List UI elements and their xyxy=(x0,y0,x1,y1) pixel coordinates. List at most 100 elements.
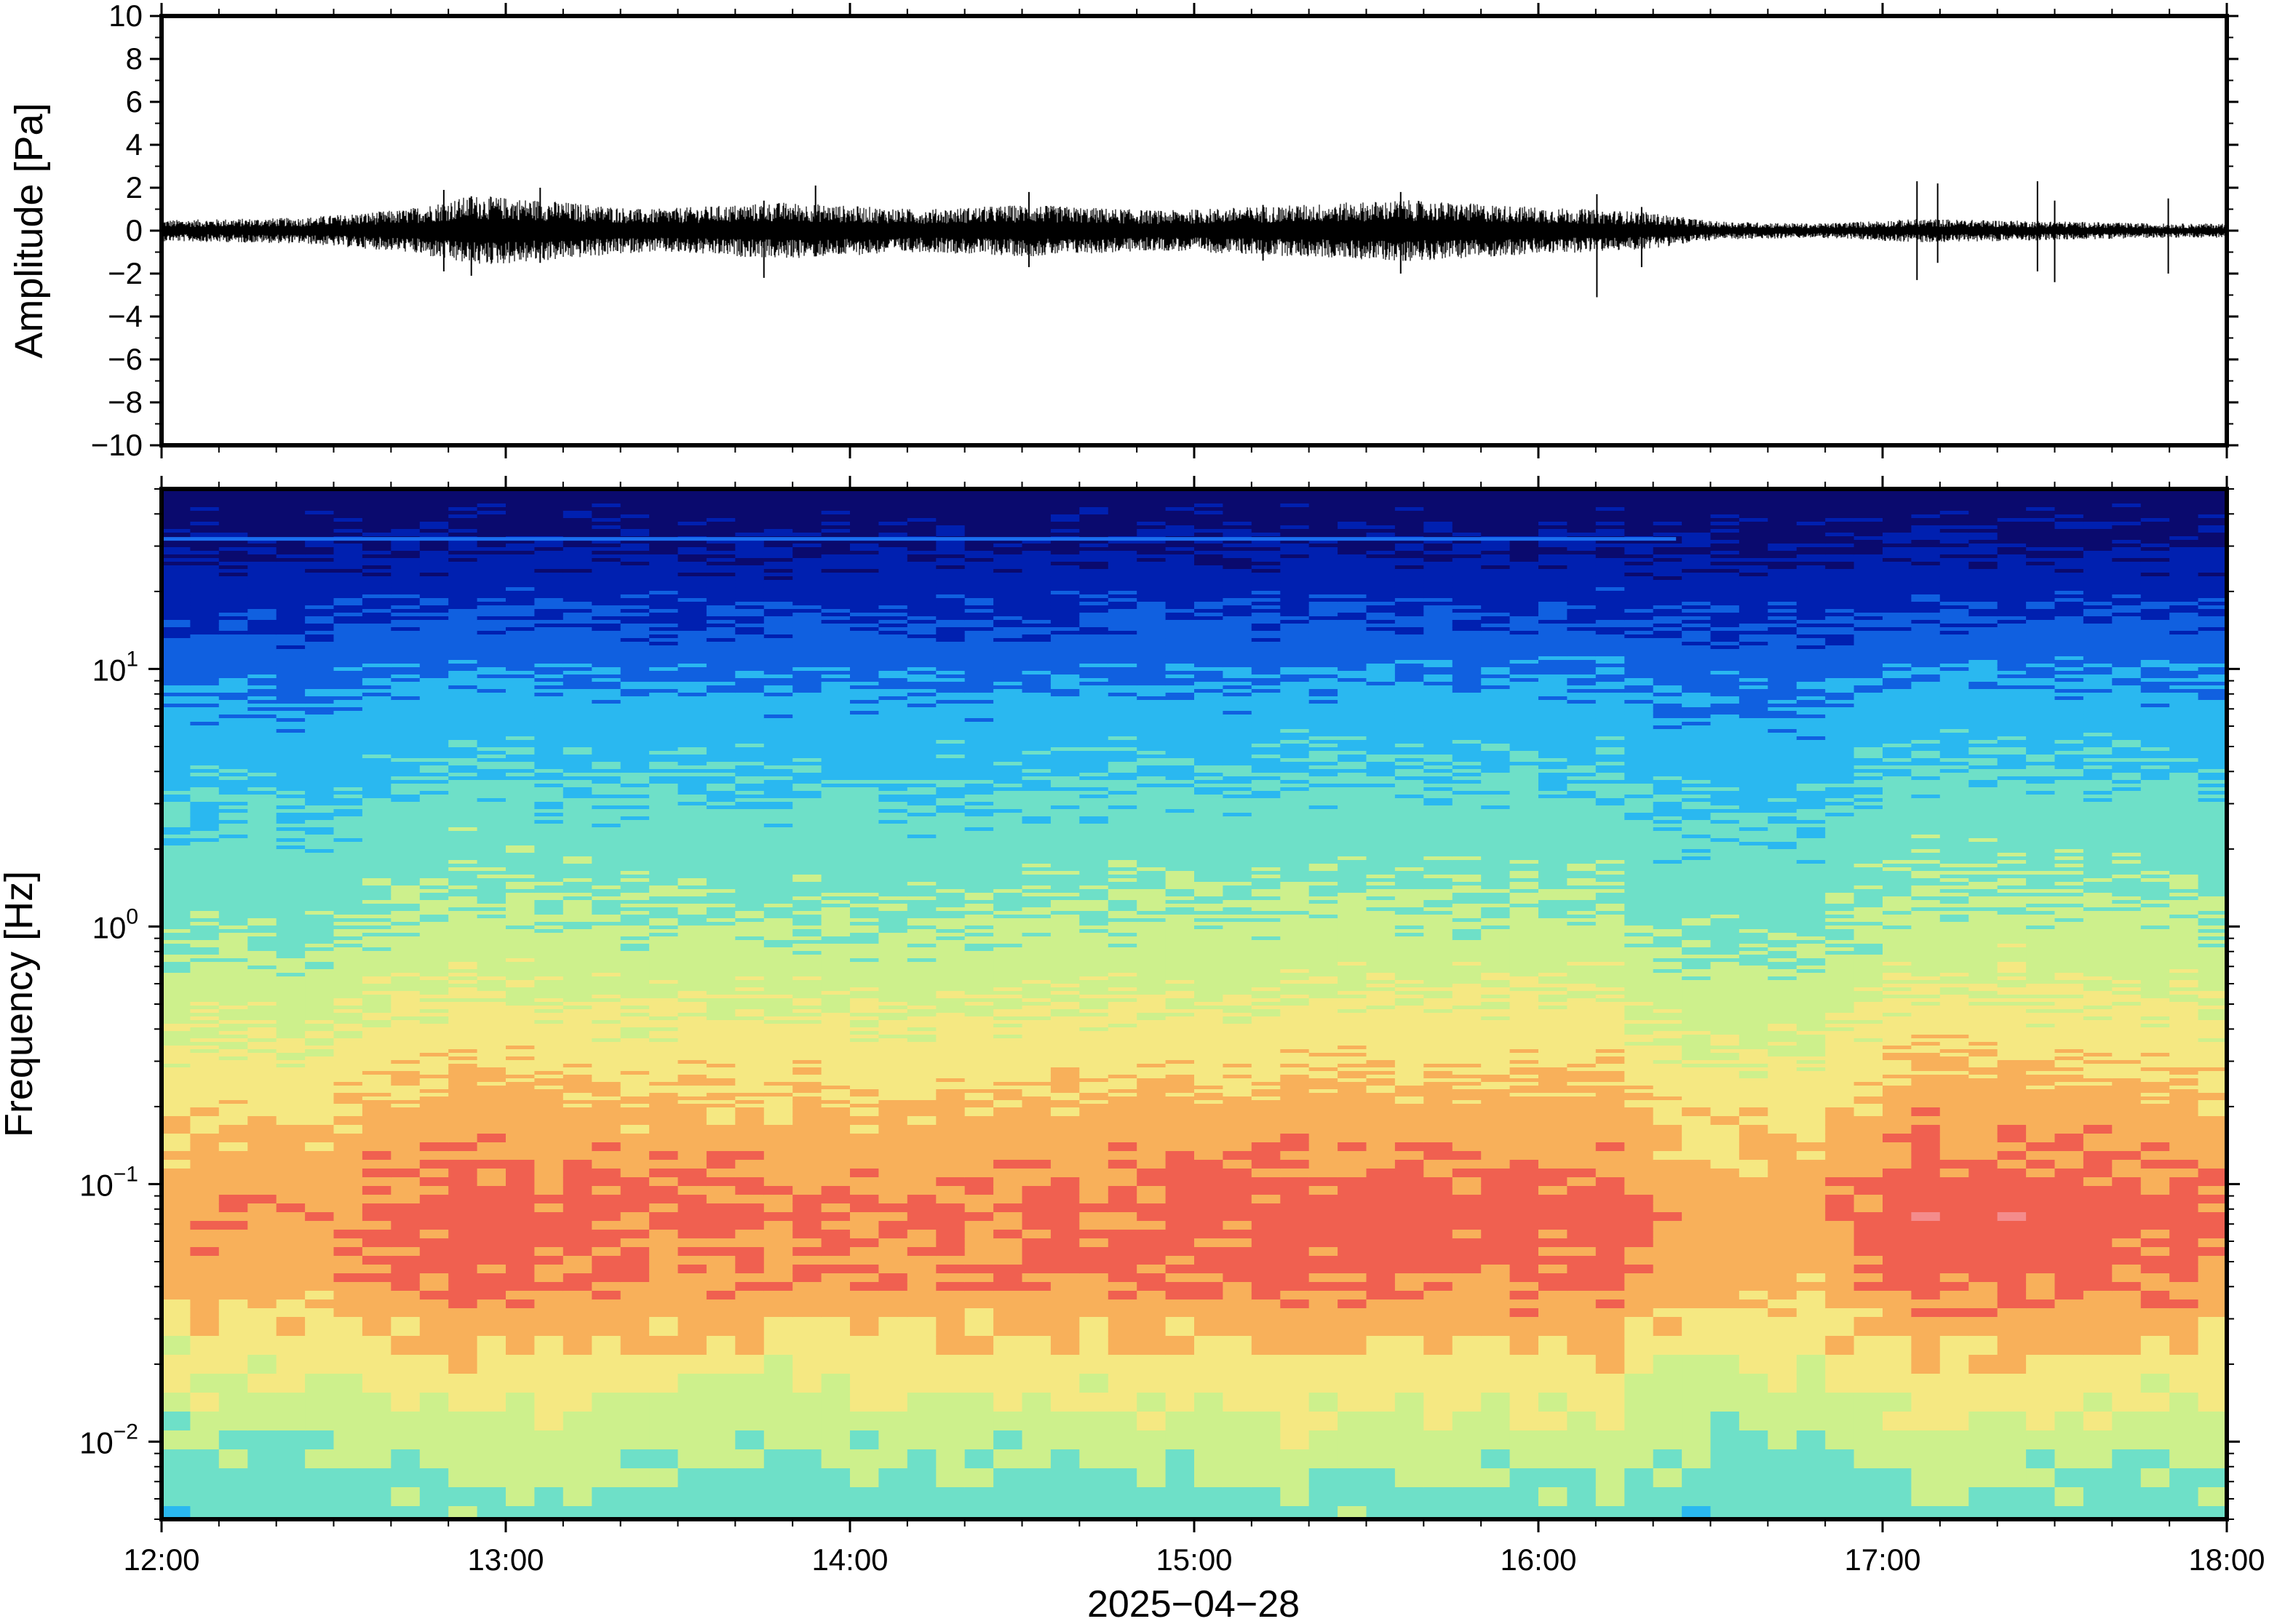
spectrogram-cell xyxy=(162,573,191,577)
spectrogram-cell xyxy=(190,522,219,526)
spectrogram-cell xyxy=(305,1078,334,1083)
spectrogram-cell xyxy=(592,733,621,737)
spectrogram-cell xyxy=(219,904,248,908)
spectrogram-cell xyxy=(678,1169,707,1178)
spectrogram-cell xyxy=(792,809,822,813)
spectrogram-cell xyxy=(506,875,535,879)
spectrogram-cell xyxy=(707,991,736,995)
spectrogram-cell xyxy=(592,1071,621,1075)
spectrogram-cell xyxy=(764,514,793,519)
spectrogram-cell xyxy=(391,496,420,501)
spectrogram-cell xyxy=(334,1169,363,1178)
spectrogram-cell xyxy=(764,507,793,512)
spectrogram-cell xyxy=(707,576,736,581)
spectrogram-cell xyxy=(420,565,449,570)
spectrogram-cell xyxy=(592,1060,621,1064)
spectrogram-cell xyxy=(563,1134,592,1143)
spectrogram-cell xyxy=(247,856,277,861)
spectrogram-cell xyxy=(190,1142,219,1152)
spectrogram-cell xyxy=(305,656,334,661)
spectrogram-cell xyxy=(534,594,563,599)
spectrogram-cell xyxy=(822,653,851,657)
spectrogram-cell xyxy=(247,1336,277,1356)
spectrogram-cell xyxy=(563,1221,592,1230)
spectrogram-cell xyxy=(448,609,477,613)
spectrogram-cell xyxy=(162,725,191,730)
spectrogram-cell xyxy=(162,1374,191,1393)
spectrogram-cell xyxy=(305,511,334,515)
spectrogram-cell xyxy=(678,1035,707,1039)
spectrogram-cell xyxy=(592,787,621,792)
spectrogram-cell xyxy=(362,664,392,668)
spectrogram-cell xyxy=(362,976,392,981)
spectrogram-cell xyxy=(764,1100,793,1104)
spectrogram-cell xyxy=(477,511,506,515)
spectrogram-cell xyxy=(334,620,363,624)
spectrogram-cell xyxy=(420,780,449,784)
spectrogram-cell xyxy=(277,580,306,584)
spectrogram-cell xyxy=(391,1035,420,1039)
spectrogram-cell xyxy=(563,500,592,504)
spectrogram-cell xyxy=(592,1020,621,1024)
spectrogram-cell xyxy=(477,642,506,646)
spectrogram-cell xyxy=(792,889,822,893)
spectrogram-cell xyxy=(477,962,506,966)
spectrogram-cell xyxy=(391,1212,420,1222)
spectrogram-cell xyxy=(477,1203,506,1213)
spectrogram-cell xyxy=(764,849,793,853)
spectrogram-cell xyxy=(534,896,563,901)
spectrogram-cell xyxy=(362,580,392,584)
spectrogram-cell xyxy=(678,878,707,883)
spectrogram-cell xyxy=(592,1067,621,1072)
spectrogram-cell xyxy=(477,1067,506,1072)
spectrogram-cell xyxy=(707,1212,736,1222)
spectrogram-cell xyxy=(764,966,793,970)
spectrogram-cell xyxy=(420,609,449,613)
spectrogram-cell xyxy=(247,893,277,897)
spectrogram-cell xyxy=(477,1093,506,1097)
spectrogram-cell xyxy=(305,729,334,733)
spectrogram-cell xyxy=(334,624,363,628)
spectrogram-cell xyxy=(764,1393,793,1412)
spectrogram-cell xyxy=(420,616,449,621)
spectrogram-cell xyxy=(277,1336,306,1356)
spectrogram-cell xyxy=(649,944,678,948)
spectrogram-cell xyxy=(649,1035,678,1039)
spectrogram-cell xyxy=(534,867,563,872)
spectrogram-cell xyxy=(247,558,277,562)
spectrogram-cell xyxy=(305,638,334,642)
spectrogram-cell xyxy=(190,824,219,828)
spectrogram-cell xyxy=(334,1186,363,1195)
spectrogram-cell xyxy=(334,860,363,864)
spectrogram-cell xyxy=(391,1096,420,1101)
spectrogram-cell xyxy=(247,973,277,977)
spectrogram-cell xyxy=(391,1506,420,1526)
spectrogram-cell xyxy=(448,904,477,908)
spectrogram-cell xyxy=(592,1468,621,1488)
spectrogram-cell xyxy=(190,1082,219,1086)
spectrogram-cell xyxy=(247,685,277,690)
spectrogram-cell xyxy=(563,1056,592,1061)
spectrogram-cell xyxy=(735,1049,764,1054)
spectrogram-cell xyxy=(649,638,678,642)
spectrogram-cell xyxy=(792,547,822,552)
spectrogram-cell xyxy=(277,649,306,653)
spectrogram-cell xyxy=(448,773,477,777)
spectrogram-cell xyxy=(305,900,334,904)
spectrogram-cell xyxy=(334,791,363,795)
spectrogram-cell xyxy=(277,896,306,901)
spectrogram-cell xyxy=(334,798,363,803)
spectrogram-cell xyxy=(277,987,306,992)
spectrogram-cell xyxy=(506,1082,535,1086)
spectrogram-cell xyxy=(534,860,563,864)
spectrogram-cell xyxy=(162,609,191,613)
spectrogram-cell xyxy=(764,685,793,690)
spectrogram-cell xyxy=(506,1006,535,1010)
spectrogram-cell xyxy=(190,900,219,904)
spectrogram-cell xyxy=(792,493,822,497)
spectrogram-cell xyxy=(391,624,420,628)
spectrogram-cell xyxy=(247,1125,277,1134)
spectrogram-cell xyxy=(162,674,191,679)
spectrogram-cell xyxy=(162,1247,191,1257)
spectrogram-cell xyxy=(764,831,793,835)
